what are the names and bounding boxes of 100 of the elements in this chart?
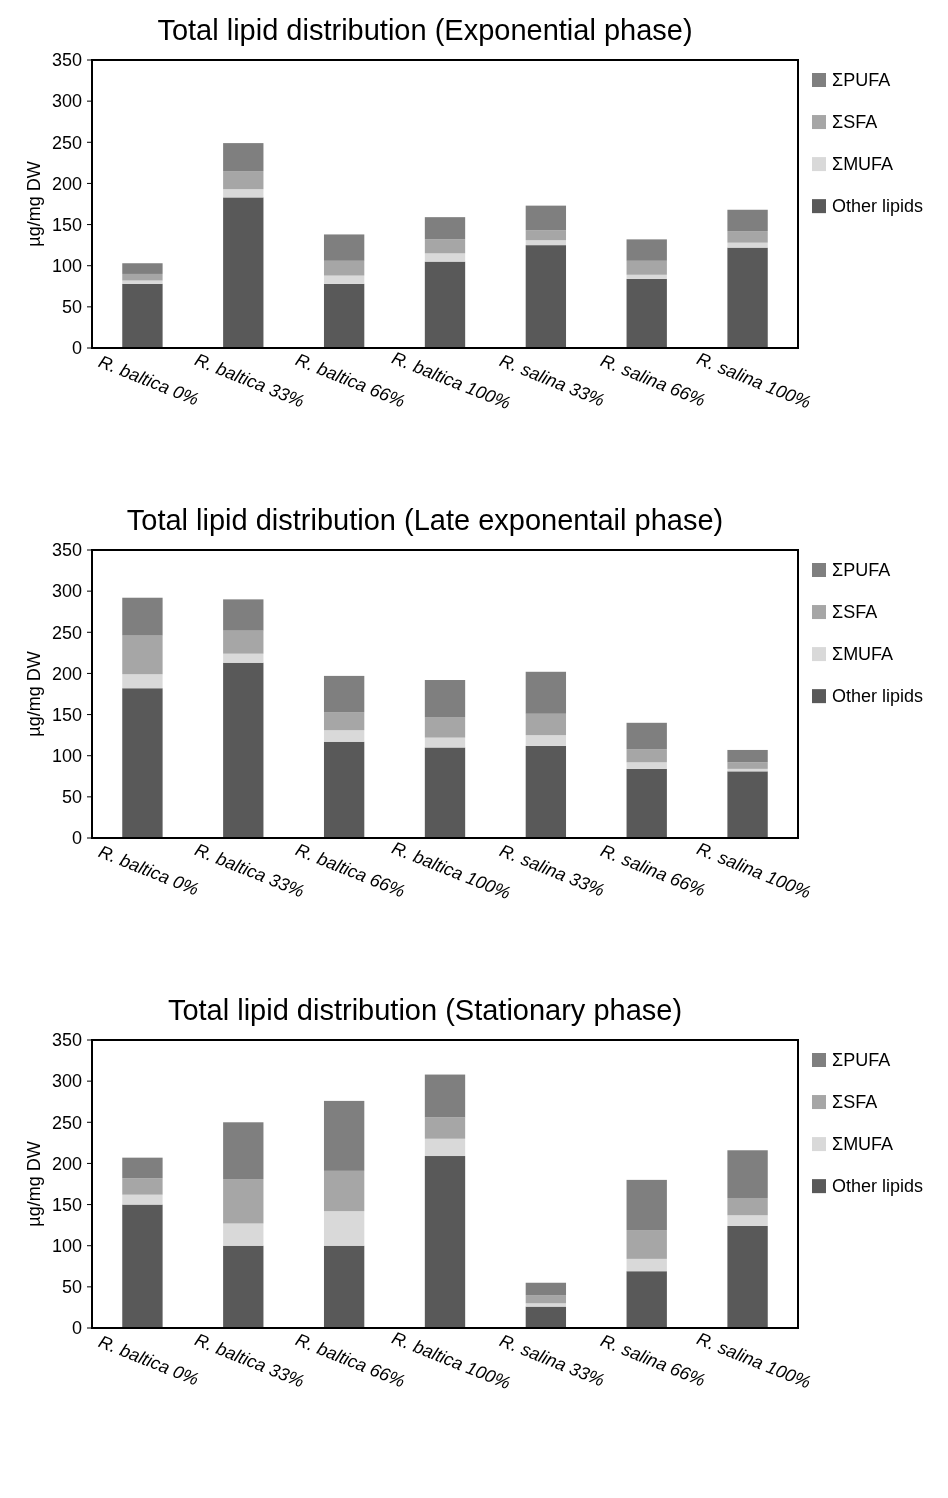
legend-label: ΣSFA bbox=[832, 1092, 878, 1113]
bar bbox=[525, 205, 567, 231]
legend-label: ΣMUFA bbox=[832, 154, 894, 175]
y-tick-label: 150 bbox=[51, 1194, 82, 1215]
y-tick-label: 50 bbox=[61, 1277, 82, 1298]
bar bbox=[424, 253, 466, 262]
bar bbox=[223, 599, 264, 631]
y-tick-label: 250 bbox=[51, 622, 82, 643]
y-tick-label: 100 bbox=[51, 746, 82, 767]
bar bbox=[626, 768, 667, 838]
bar bbox=[626, 1258, 667, 1272]
bar bbox=[525, 1295, 567, 1304]
bar bbox=[424, 680, 466, 718]
legend-label: ΣSFA bbox=[832, 112, 878, 133]
bar bbox=[525, 1306, 567, 1328]
bar bbox=[424, 737, 466, 748]
bar bbox=[424, 1138, 466, 1157]
bar bbox=[122, 273, 163, 281]
bar bbox=[424, 717, 466, 738]
bar bbox=[626, 274, 667, 279]
bar bbox=[323, 712, 365, 731]
bar bbox=[223, 143, 264, 172]
bar bbox=[323, 1170, 365, 1212]
legend-label: Other lipids bbox=[832, 1176, 924, 1197]
bar bbox=[626, 239, 667, 261]
bar bbox=[727, 749, 768, 763]
chart-title: Total lipid distribution (Exponential phase) bbox=[157, 14, 693, 46]
bar bbox=[424, 239, 466, 254]
bar bbox=[626, 762, 667, 769]
bar bbox=[525, 1282, 567, 1296]
bar bbox=[323, 260, 365, 276]
bar bbox=[122, 688, 163, 838]
bar bbox=[525, 713, 567, 736]
bar bbox=[323, 675, 365, 713]
bar bbox=[223, 662, 264, 838]
y-tick-label: 100 bbox=[51, 256, 82, 277]
legend-label: ΣPUFA bbox=[832, 560, 891, 581]
y-tick-label: 150 bbox=[51, 214, 82, 235]
bar bbox=[424, 261, 466, 348]
bar bbox=[323, 283, 365, 348]
bar bbox=[122, 597, 163, 636]
bar bbox=[323, 730, 365, 742]
bar bbox=[525, 671, 567, 714]
bar bbox=[525, 735, 567, 746]
bar bbox=[223, 171, 264, 190]
bar bbox=[626, 722, 667, 750]
bar bbox=[122, 674, 163, 689]
bar bbox=[525, 1303, 567, 1307]
y-tick-label: 200 bbox=[51, 663, 82, 684]
y-tick-label: 0 bbox=[71, 828, 82, 849]
chart-title: Total lipid distribution (Stationary phase) bbox=[167, 994, 683, 1026]
bar bbox=[122, 263, 163, 274]
y-tick-label: 200 bbox=[51, 173, 82, 194]
bar bbox=[727, 1150, 768, 1198]
bar bbox=[525, 245, 567, 348]
bar bbox=[323, 741, 365, 838]
bar bbox=[223, 630, 264, 654]
bar bbox=[323, 275, 365, 284]
bar bbox=[122, 1204, 163, 1328]
bar bbox=[223, 1179, 264, 1224]
y-axis-title: µg/mg DW bbox=[24, 1141, 44, 1227]
bar bbox=[727, 231, 768, 243]
bar bbox=[626, 278, 667, 348]
bar bbox=[424, 1156, 466, 1328]
bar bbox=[727, 1197, 768, 1216]
bar bbox=[122, 1157, 163, 1179]
y-tick-label: 50 bbox=[61, 787, 82, 808]
bar bbox=[727, 771, 768, 838]
bar bbox=[525, 240, 567, 246]
bar bbox=[727, 242, 768, 248]
bar bbox=[727, 762, 768, 769]
bar bbox=[223, 653, 264, 663]
bar bbox=[727, 1215, 768, 1226]
bar bbox=[626, 1271, 667, 1328]
y-tick-label: 0 bbox=[71, 338, 82, 359]
legend-label: Other lipids bbox=[832, 686, 924, 707]
legend-label: Other lipids bbox=[832, 196, 924, 217]
bar bbox=[626, 1230, 667, 1259]
y-axis-title: µg/mg DW bbox=[24, 651, 44, 737]
y-tick-label: 100 bbox=[51, 1236, 82, 1257]
y-tick-label: 350 bbox=[51, 540, 82, 561]
y-axis-title: µg/mg DW bbox=[24, 161, 44, 247]
legend-label: ΣPUFA bbox=[832, 1050, 891, 1071]
bar bbox=[122, 283, 163, 348]
y-tick-label: 150 bbox=[51, 704, 82, 725]
y-tick-label: 350 bbox=[51, 50, 82, 71]
bar bbox=[525, 745, 567, 838]
legend-label: ΣPUFA bbox=[832, 70, 891, 91]
bar bbox=[525, 230, 567, 241]
bar bbox=[727, 1225, 768, 1328]
y-tick-label: 350 bbox=[51, 1030, 82, 1051]
bar bbox=[323, 1211, 365, 1246]
bar bbox=[424, 1117, 466, 1139]
bar bbox=[424, 217, 466, 240]
bar bbox=[122, 1178, 163, 1195]
y-tick-label: 300 bbox=[51, 581, 82, 602]
bar bbox=[727, 247, 768, 348]
legend-label: ΣSFA bbox=[832, 602, 878, 623]
legend-label: ΣMUFA bbox=[832, 1134, 894, 1155]
bar bbox=[323, 1245, 365, 1328]
